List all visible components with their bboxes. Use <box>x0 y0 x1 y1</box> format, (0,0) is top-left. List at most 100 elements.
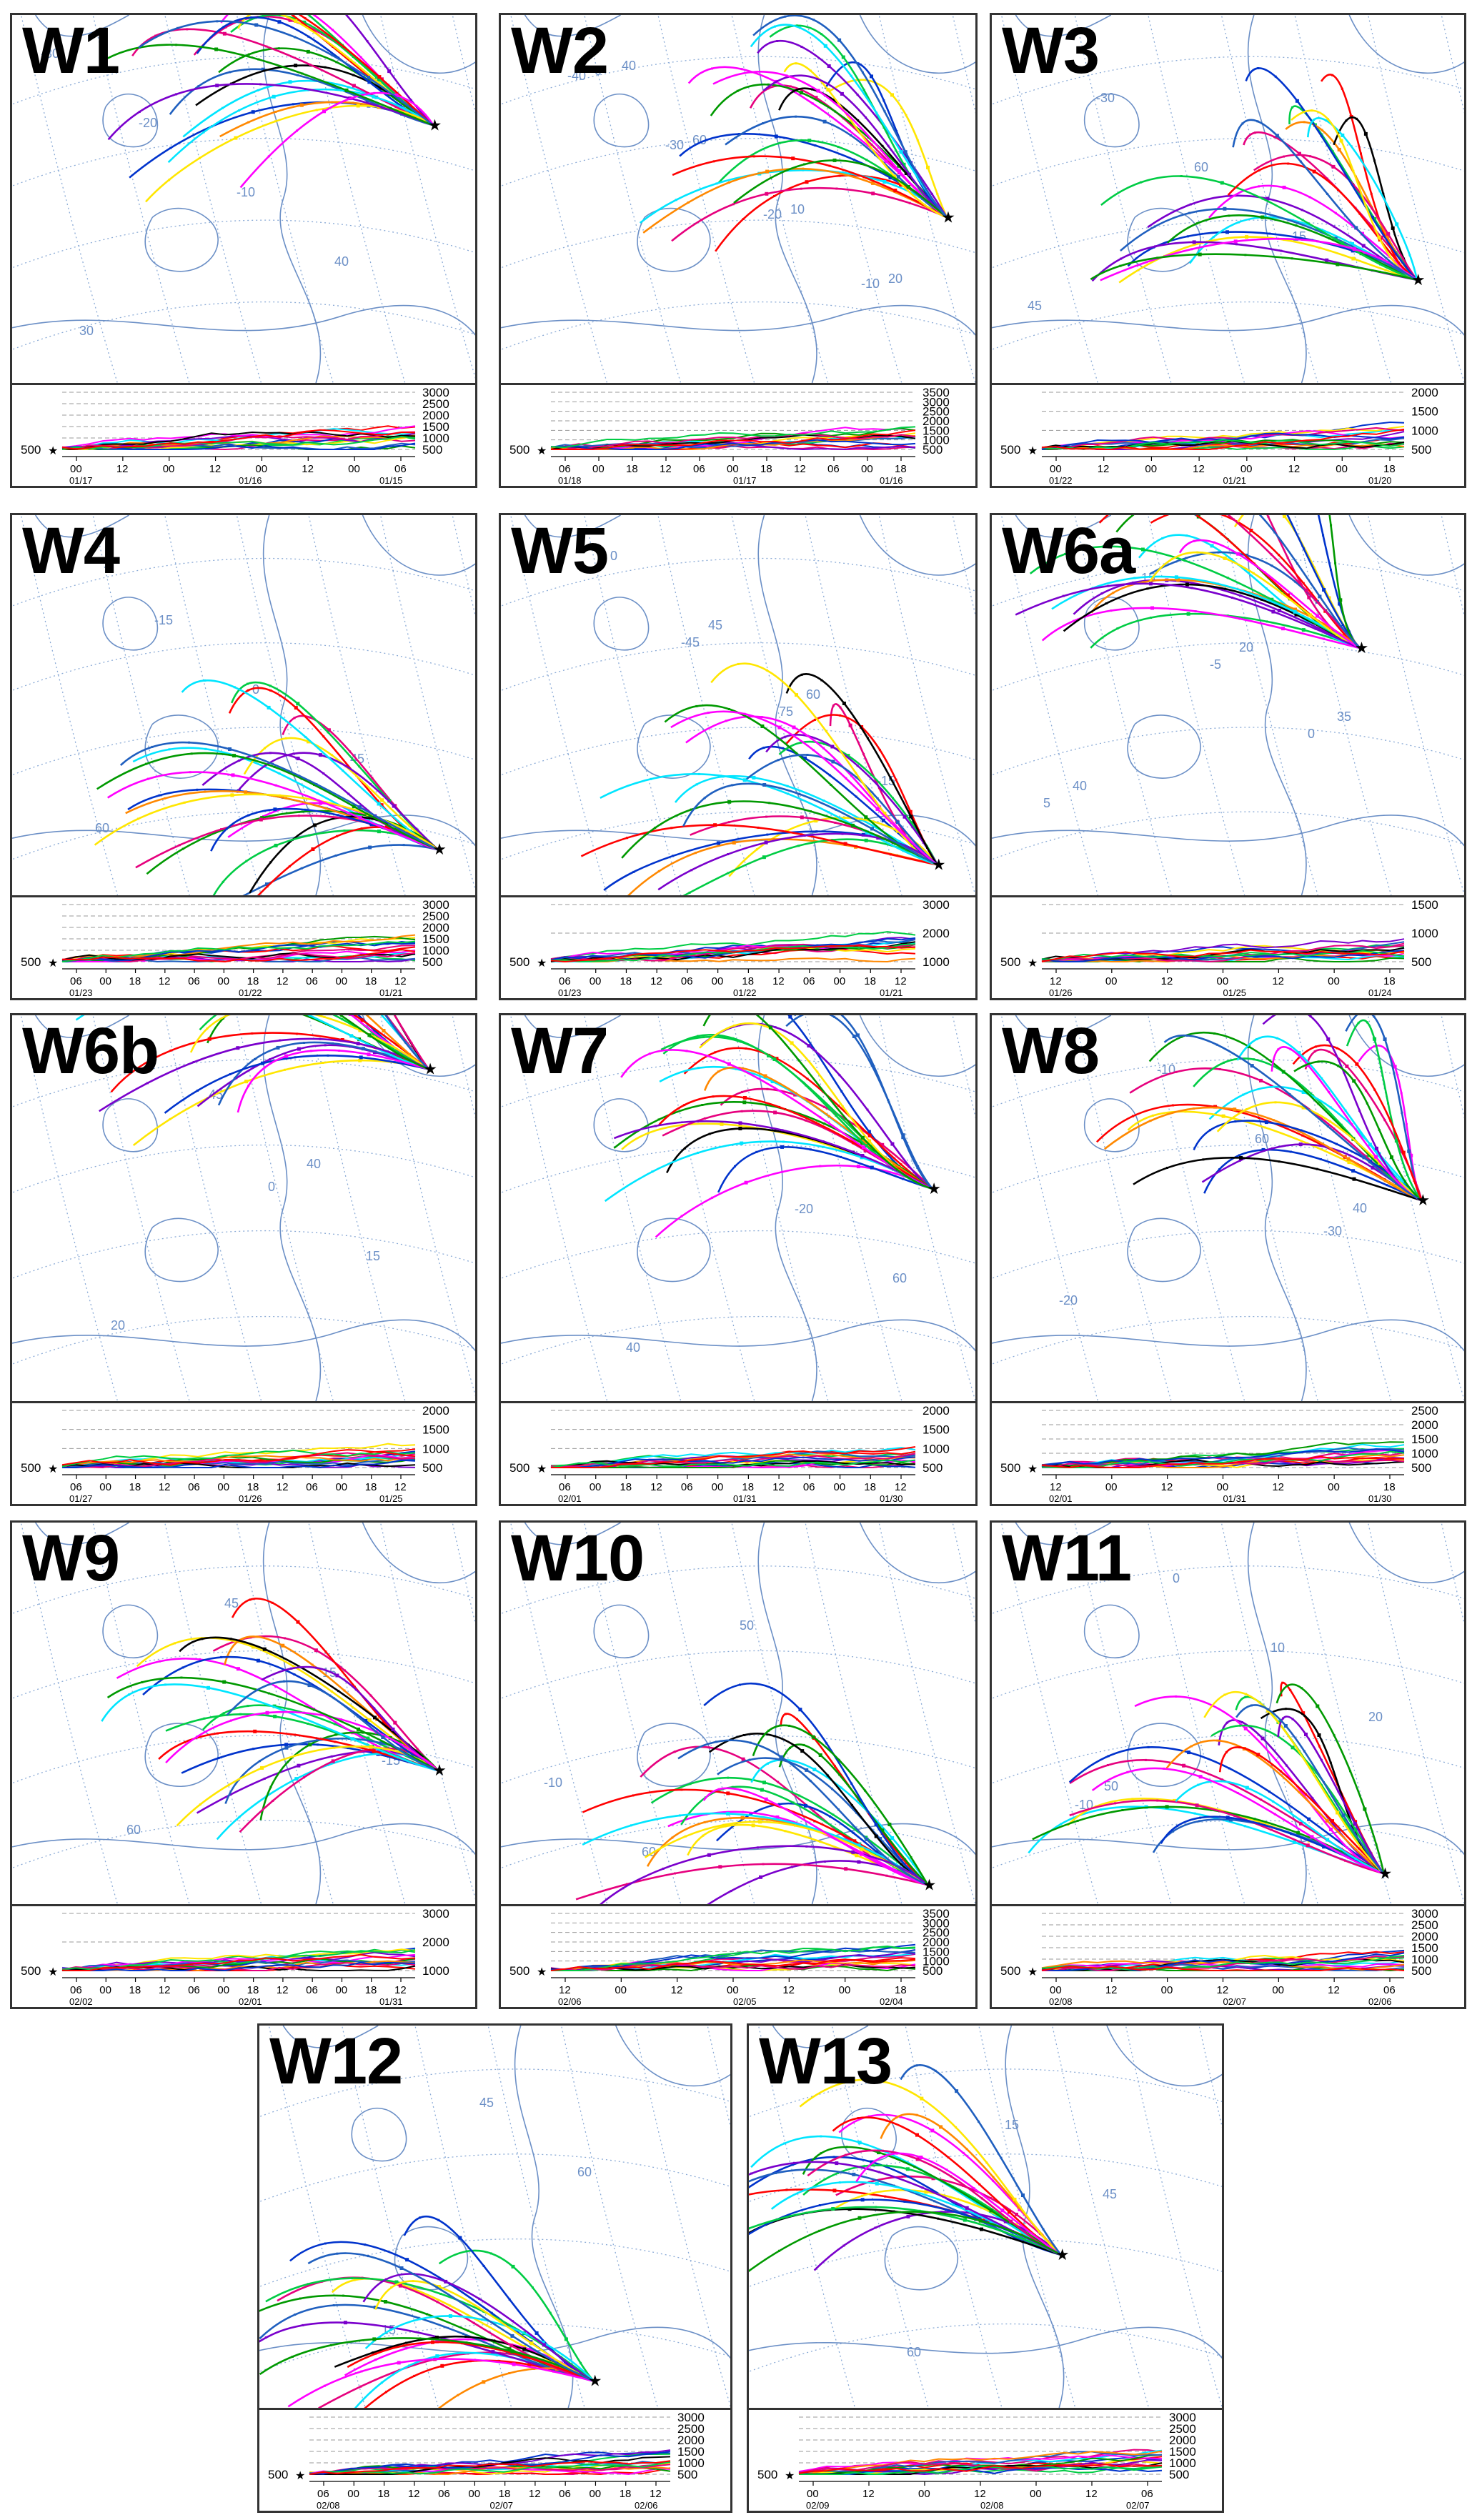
trajectory-marker <box>1336 1811 1340 1815</box>
coastline <box>637 1723 711 1788</box>
altitude-label: 1500 <box>1411 898 1438 912</box>
trajectory-marker <box>1399 1149 1403 1153</box>
trajectory-marker <box>702 1036 705 1039</box>
trajectory-marker <box>173 1642 176 1645</box>
trajectory-marker <box>832 158 837 162</box>
altitude-trace <box>309 2456 671 2475</box>
trajectory-marker <box>472 2321 475 2324</box>
hour-label: 12 <box>159 975 171 987</box>
trajectory-marker <box>820 2152 822 2155</box>
trajectory-marker <box>247 814 250 817</box>
date-label: 01/17 <box>733 475 757 486</box>
trajectory-marker <box>349 59 352 61</box>
trajectory-marker <box>389 1750 394 1754</box>
trajectory-marker <box>1184 1110 1187 1113</box>
trajectory-marker <box>1328 1090 1331 1093</box>
trajectory-marker <box>512 2327 514 2330</box>
date-label: 01/31 <box>379 1996 403 2007</box>
trajectory-marker <box>1273 1813 1276 1816</box>
altitude-profile: 3000 2500 2000 1500 1000 500 500 ★ 06 00 18 12 06 00 1… <box>12 895 475 998</box>
trajectory-marker <box>367 1052 371 1057</box>
trajectory-marker <box>405 2347 408 2350</box>
trajectory-marker <box>190 752 193 755</box>
graticule-meridian <box>1198 2026 1222 2128</box>
trajectory-marker <box>1238 1154 1240 1157</box>
trajectory-marker <box>1389 267 1392 269</box>
hour-label: 18 <box>499 2488 511 2500</box>
trajectory-marker <box>281 1643 285 1648</box>
hour-label: 12 <box>277 1481 289 1493</box>
trajectory-marker <box>1286 1684 1289 1687</box>
trajectory-marker <box>1326 193 1329 195</box>
trajectory-marker <box>1213 541 1215 544</box>
trajectory-marker <box>1271 1147 1274 1150</box>
hour-label: 06 <box>693 463 705 475</box>
altitude-label: 1500 <box>1411 405 1438 419</box>
grid-label: 50 <box>740 1618 754 1633</box>
trajectory-marker <box>826 88 830 92</box>
trajectory-marker <box>766 833 769 836</box>
trajectory-marker <box>1294 612 1298 617</box>
trajectory-marker <box>369 1694 372 1697</box>
trajectory-line <box>627 838 938 895</box>
trajectory-marker <box>909 847 912 850</box>
trajectory-marker <box>158 794 161 797</box>
altitude-label: 500 <box>1169 2468 1189 2481</box>
coastline <box>102 93 159 148</box>
grid-label: 20 <box>1239 640 1253 654</box>
trajectory-marker <box>1323 1781 1325 1783</box>
graticule-parallel <box>259 2068 730 2118</box>
trajectory-marker <box>978 2121 980 2123</box>
trajectory-marker <box>1272 1119 1275 1122</box>
trajectory-marker <box>1386 1184 1388 1187</box>
trajectory-marker <box>369 1745 373 1749</box>
altitude-trace <box>798 2464 1163 2474</box>
date-label: 01/26 <box>1049 987 1073 998</box>
trajectory-marker <box>532 2286 534 2289</box>
graticule-meridian <box>952 15 975 114</box>
hour-label: 00 <box>348 463 360 475</box>
trajectory-marker <box>228 1783 230 1786</box>
trajectory-marker <box>247 1705 249 1708</box>
trajectory-marker <box>465 2341 468 2344</box>
altitude-label: 3000 <box>922 1916 950 1930</box>
trajectory-marker <box>1235 243 1238 246</box>
trajectory-marker <box>324 1044 327 1047</box>
trajectory-marker <box>760 724 765 728</box>
graticule-parallel <box>992 219 1464 269</box>
trajectory-marker <box>965 2148 968 2151</box>
trajectory-marker <box>385 2391 387 2394</box>
trajectory-marker <box>802 1743 805 1746</box>
trajectory-marker <box>419 2318 421 2321</box>
trajectory-marker <box>363 820 367 823</box>
trajectory-marker <box>1241 122 1244 125</box>
start-star-icon: ★ <box>48 957 58 970</box>
date-label: 01/16 <box>239 475 262 486</box>
trajectory-marker <box>1243 1726 1248 1730</box>
trajectory-marker <box>770 1080 775 1084</box>
trajectory-marker <box>1250 1704 1253 1707</box>
trajectory-marker <box>178 844 181 847</box>
trajectory-line <box>1286 515 1361 649</box>
trajectory-marker <box>1304 1733 1308 1736</box>
arrival-star-icon: ★ <box>432 1761 447 1779</box>
altitude-trace <box>798 2454 1163 2473</box>
trajectory-marker <box>874 1834 878 1838</box>
graticule-parallel <box>259 2153 730 2203</box>
trajectory-marker <box>869 146 872 148</box>
trajectory-marker <box>828 774 831 777</box>
trajectory-marker <box>740 1040 742 1043</box>
grid-label: 0 <box>595 64 602 78</box>
trajectory-marker <box>238 109 240 112</box>
trajectory-marker <box>1364 204 1367 206</box>
trajectory-marker <box>750 2172 753 2175</box>
trajectory-marker <box>870 773 872 776</box>
trajectory-marker <box>356 1042 360 1046</box>
grid-label: 5 <box>1043 796 1050 810</box>
trajectory-marker <box>1351 1123 1353 1126</box>
hour-label: 12 <box>671 1984 683 1996</box>
trajectory-marker <box>334 1723 336 1725</box>
hour-label: 18 <box>895 463 907 475</box>
